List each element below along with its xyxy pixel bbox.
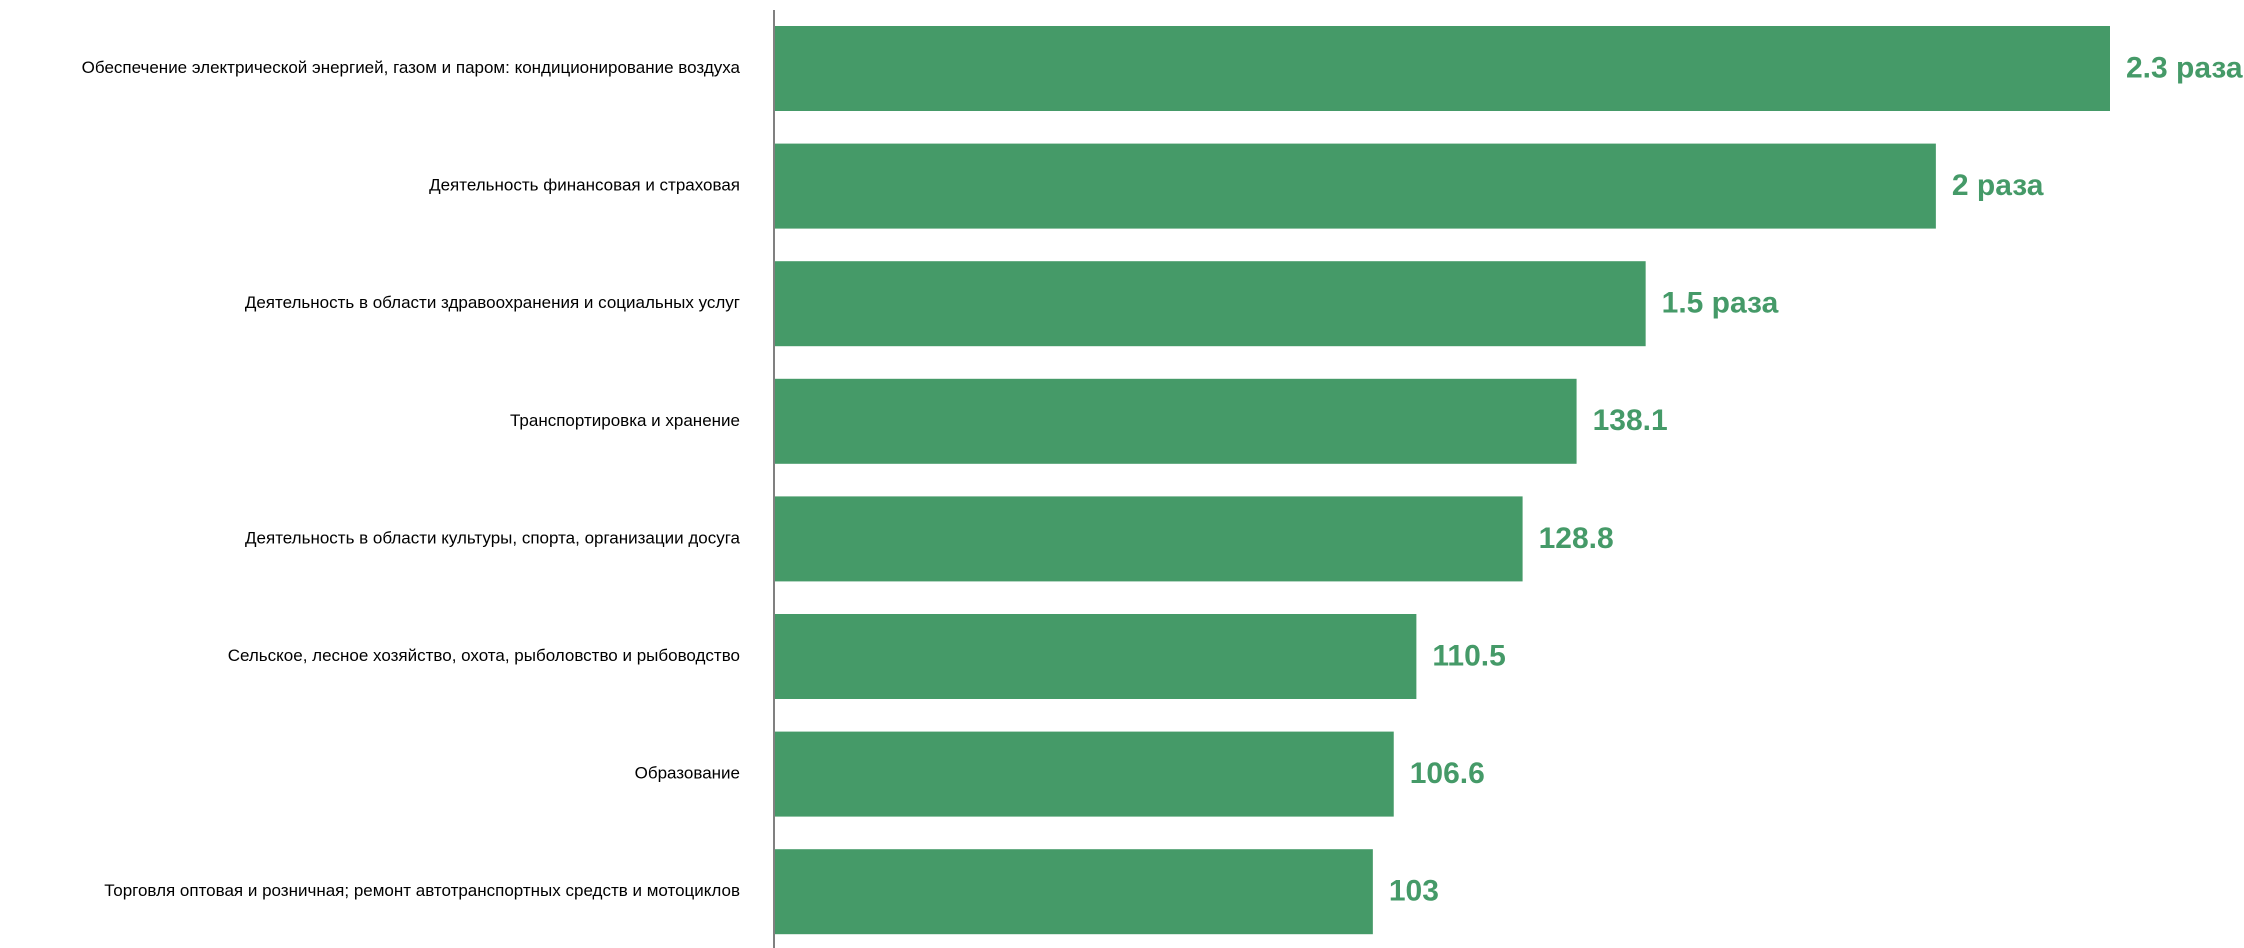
value-label-8: 103 [1389,875,1439,908]
value-label-1: 2.3 раза [2126,51,2243,84]
bar-3 [775,261,1646,347]
value-labels-group: 2.3 раза 2 раза 1.5 раза 138.1 128.8 110.5 106… [1389,51,2243,907]
category-label-2: Деятельность финансовая и страховая [429,176,740,195]
value-label-3: 1.5 раза [1662,287,1779,320]
category-label-7: Образование [635,764,740,783]
value-label-5: 128.8 [1539,522,1614,555]
bar-2 [775,143,1936,229]
bars-group [775,26,2110,935]
value-label-4: 138.1 [1593,404,1668,437]
bar-4 [775,378,1577,464]
value-label-7: 106.6 [1410,757,1485,790]
category-labels-group: Обеспечение электрической энергией, газо… [82,58,741,900]
category-label-5: Деятельность в области культуры, спорта,… [245,528,741,547]
bar-1 [775,26,2110,111]
bar-5 [775,496,1523,582]
value-label-2: 2 раза [1952,169,2044,202]
category-label-1: Обеспечение электрической энергией, газо… [82,58,741,77]
bar-8 [775,849,1373,935]
bar-6 [775,614,1417,699]
category-label-8: Торговля оптовая и розничная; ремонт авт… [104,881,740,900]
category-label-6: Сельское, лесное хозяйство, охота, рыбол… [228,646,740,665]
category-label-3: Деятельность в области здравоохранения и… [245,293,740,312]
value-label-6: 110.5 [1432,639,1505,672]
bar-7 [775,731,1394,817]
category-label-4: Транспортировка и хранение [510,411,740,430]
